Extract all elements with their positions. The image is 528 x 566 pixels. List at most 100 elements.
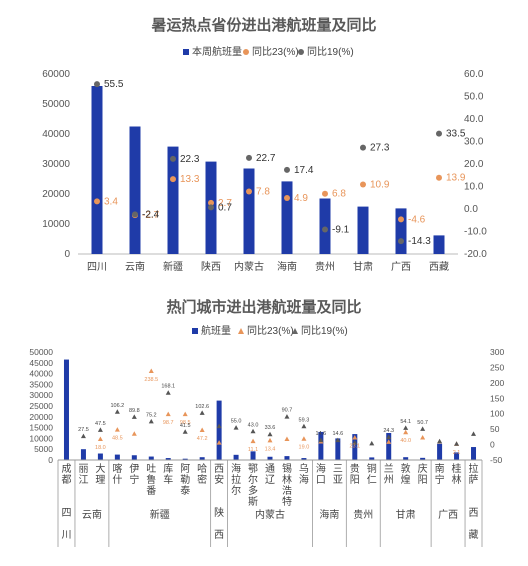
point-19 [114, 409, 120, 414]
x-tick-label: 大理 [95, 462, 105, 486]
point-23 [386, 439, 392, 444]
legend-swatch-19 [292, 328, 298, 334]
legend-swatch-bar [183, 49, 189, 55]
bar [199, 457, 205, 460]
y-right-tick: 50.0 [464, 92, 484, 103]
data-label-23: -2.7 [142, 210, 160, 221]
y-right-tick: 40.0 [464, 114, 484, 125]
x-tick-label: 敦煌 [401, 462, 411, 486]
x-tick-label: 南宁 [435, 462, 445, 486]
y-right-tick: 100 [490, 409, 504, 419]
x-tick-label: 桂林 [452, 462, 462, 486]
data-label-23: 3.4 [104, 196, 118, 207]
point-19 [208, 204, 214, 211]
point-23 [216, 440, 222, 445]
data-label-19: 102.6 [195, 404, 209, 410]
bar [395, 208, 407, 254]
y-left-tick: 60000 [42, 69, 70, 80]
x-tick-label: 锡林浩特 [282, 462, 292, 508]
bar [148, 456, 154, 460]
bar [182, 458, 188, 460]
point-19 [165, 390, 171, 395]
y-left-tick: 45000 [29, 358, 53, 368]
y-left-tick: 20000 [29, 412, 53, 422]
bar [357, 206, 369, 254]
y-right-tick: 50 [490, 424, 500, 434]
point-19 [403, 425, 409, 430]
data-label-19: 41.5 [180, 423, 191, 429]
y-left-tick: 10000 [29, 433, 53, 443]
bar [129, 126, 141, 254]
data-label-19: 27.3 [370, 143, 390, 154]
data-label-23: 13.4 [265, 446, 276, 452]
x-tick-label: 海拉尔 [231, 462, 241, 497]
data-label-23: 40.0 [400, 438, 411, 444]
x-tick-label: 甘肃 [353, 260, 373, 273]
data-label-19: 59.3 [299, 417, 310, 423]
point-19 [284, 166, 290, 173]
point-23 [398, 216, 404, 223]
point-19 [199, 410, 205, 415]
point-23 [250, 438, 256, 444]
bar [369, 457, 375, 460]
data-label-23: 13.3 [180, 174, 200, 185]
x-tick-label: 西藏 [429, 261, 449, 273]
group-label: 甘肃 [396, 508, 416, 521]
data-label-23: 2.7 [218, 198, 232, 209]
data-label-23: 98.5 [180, 420, 191, 426]
bar [216, 400, 222, 460]
x-tick-label: 广西 [391, 261, 411, 273]
data-label-19: 14.6 [316, 431, 327, 437]
bar [97, 453, 103, 460]
data-label-19: 106.2 [110, 403, 124, 409]
point-19 [132, 211, 138, 218]
data-label-19: 75.2 [146, 412, 157, 418]
data-label-23: 47.2 [197, 436, 208, 442]
point-19 [437, 438, 443, 444]
point-23 [246, 188, 252, 195]
data-label-19: 22.3 [180, 154, 200, 165]
point-19 [246, 154, 252, 161]
x-tick-label: 鄂尔多斯 [248, 463, 258, 508]
group-label: 内蒙古 [255, 508, 285, 521]
point-19 [148, 418, 154, 424]
data-label-19: -2.4 [142, 209, 160, 220]
data-label-23: -4.6 [408, 214, 426, 225]
x-tick-label: 铜仁 [367, 463, 377, 486]
bar [318, 431, 324, 460]
group-label: 西藏 [469, 508, 479, 541]
point-19 [170, 155, 176, 162]
y-left-tick: 50000 [29, 347, 53, 357]
point-23 [284, 436, 290, 442]
bar [233, 454, 239, 460]
legend-swatch-bar [192, 328, 198, 334]
point-19 [352, 440, 358, 445]
point-23 [170, 176, 176, 183]
point-23 [131, 431, 137, 436]
data-label-23: 10.9 [370, 179, 390, 190]
bar [63, 359, 69, 460]
data-label-19: 22.7 [256, 153, 276, 164]
y-left-tick: 30000 [29, 390, 53, 400]
legend-label: 同比23(%) [252, 46, 299, 58]
x-tick-label: 西安 [214, 464, 224, 486]
y-left-tick: 5000 [34, 444, 53, 454]
point-23 [267, 437, 273, 443]
y-right-tick: -20.0 [464, 249, 487, 260]
x-tick-label: 吐鲁番 [146, 463, 156, 497]
y-right-tick: 300 [490, 347, 504, 357]
x-tick-label: 兰州 [384, 462, 394, 486]
point-23 [148, 368, 154, 373]
point-23 [436, 174, 442, 181]
data-label-19: 24.3 [383, 428, 394, 434]
data-label-23: 4.9 [294, 193, 308, 204]
point-23 [208, 199, 214, 206]
point-19 [250, 428, 256, 434]
x-tick-label: 海口 [316, 462, 326, 486]
data-label-19: 33.6 [265, 425, 276, 431]
y-right-tick: 0.0 [464, 204, 478, 215]
point-23 [97, 436, 103, 442]
point-19 [182, 429, 188, 434]
point-23 [114, 427, 120, 432]
